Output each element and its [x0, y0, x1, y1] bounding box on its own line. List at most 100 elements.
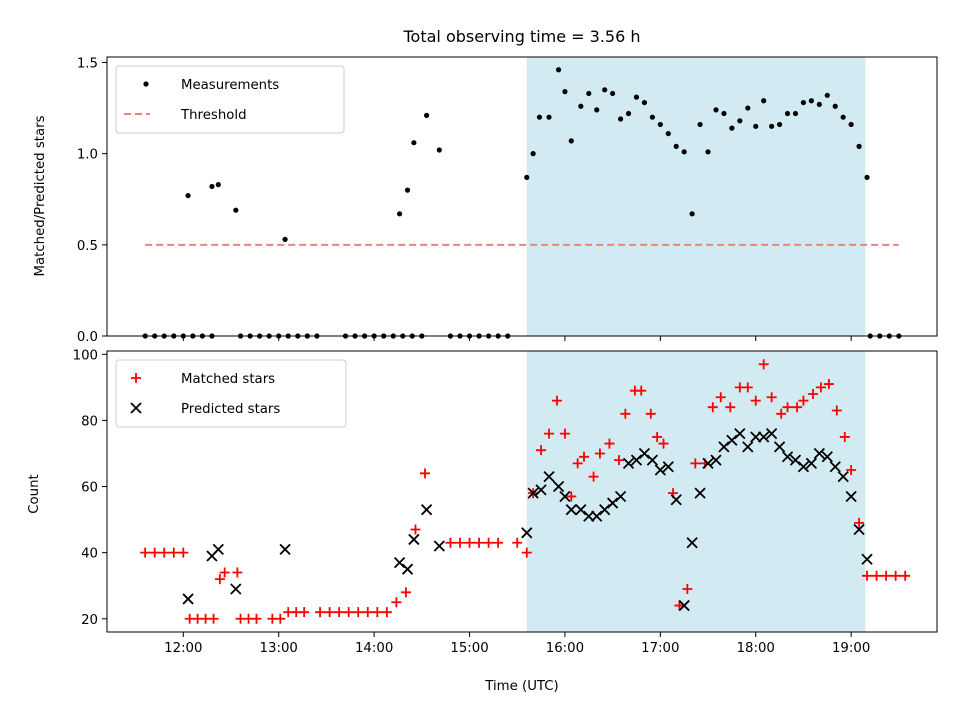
measurement-point	[665, 130, 671, 137]
measurement-point	[649, 114, 655, 120]
matched-star-point	[410, 524, 421, 535]
matched-star-point	[690, 458, 701, 469]
measurement-point	[705, 149, 711, 155]
predicted-star-point	[726, 434, 738, 446]
predicted-star-point	[734, 428, 746, 440]
measurement-point	[832, 103, 838, 109]
predicted-star-point	[654, 464, 666, 476]
matched-star-point	[715, 392, 726, 403]
matched-star-point	[544, 428, 555, 439]
matched-star-point	[454, 537, 465, 548]
predicted-star-point	[408, 533, 420, 546]
matched-star-point	[551, 395, 562, 406]
measurement-point	[404, 187, 411, 193]
matched-star-point	[572, 458, 583, 469]
measurement-point	[282, 236, 288, 242]
measurement-point	[824, 92, 830, 98]
plot-frame	[106, 350, 938, 633]
matched-star-point	[658, 438, 669, 449]
predicted-star-point	[527, 487, 539, 499]
predicted-star-point	[401, 563, 414, 575]
measurement-point	[769, 123, 775, 129]
y-tick-label: 40	[81, 547, 98, 562]
x-tick-label: 17:00	[641, 641, 679, 656]
matched-star-point	[474, 537, 485, 548]
y-tick-label: 80	[81, 414, 98, 429]
observing-span	[526, 351, 866, 632]
predicted-star-point	[552, 480, 565, 493]
measurement-point	[594, 107, 600, 113]
matched-star-point	[324, 607, 335, 618]
predicted-star-point	[694, 487, 706, 499]
x-tick-label: 19:00	[832, 641, 870, 656]
y-tick-label: 20	[81, 613, 98, 628]
measurement-point	[641, 99, 648, 106]
matched-star-point	[707, 402, 718, 413]
measurement-point	[856, 143, 862, 149]
measurement-point	[848, 121, 854, 128]
measurement-point	[215, 182, 221, 188]
matched-star-point	[588, 471, 599, 482]
predicted-star-point	[797, 461, 810, 473]
matched-star-point	[219, 567, 230, 578]
matched-star-point	[854, 517, 865, 528]
matched-star-point	[871, 570, 882, 581]
matched-star-point	[881, 570, 892, 581]
matched-star-point	[362, 607, 373, 618]
matched-star-point	[445, 537, 456, 548]
matched-star-point	[420, 468, 431, 479]
x-tick-label: 14:00	[355, 641, 393, 656]
measurement-point	[673, 143, 679, 149]
predicted-star-point	[773, 441, 786, 453]
measurement-point	[423, 112, 430, 118]
measurement-point	[530, 151, 536, 157]
matched-star-point	[208, 613, 219, 624]
predicted-star-point	[599, 504, 611, 516]
predicted-star-point	[575, 504, 587, 516]
predicted-star-point	[678, 599, 690, 612]
measurement-point	[568, 138, 574, 144]
y-tick-label: 100	[73, 348, 98, 363]
measurement-point	[546, 114, 552, 120]
matched-star-point	[594, 448, 605, 459]
matched-star-point	[742, 382, 753, 393]
measurement-point	[536, 114, 543, 120]
matched-star-point	[315, 607, 326, 618]
measurement-point	[745, 105, 751, 111]
matched-star-point	[604, 438, 615, 449]
measurement-point	[840, 114, 846, 120]
measurement-point	[784, 110, 791, 117]
predicted-star-point	[606, 497, 619, 509]
matched-star-point	[846, 465, 857, 476]
measurement-point	[602, 87, 608, 93]
matched-star-point	[140, 547, 151, 558]
predicted-star-point	[535, 484, 547, 496]
matched-star-point	[353, 607, 364, 618]
measurement-point	[761, 98, 767, 104]
measurement-point	[816, 101, 822, 108]
matched-star-point	[559, 428, 570, 439]
x-tick-label: 12:00	[164, 641, 202, 656]
matched-star-point	[512, 537, 523, 548]
predicted-star-point	[861, 553, 873, 565]
matched-star-point	[831, 405, 842, 416]
x-tick-label: 16:00	[546, 641, 584, 656]
predicted-star-point	[630, 454, 643, 466]
matched-star-point	[275, 613, 286, 624]
matched-star-point	[682, 584, 693, 595]
legend-box	[115, 359, 347, 428]
predicted-star-point	[686, 537, 698, 549]
matched-star-point	[782, 402, 793, 413]
predicted-star-point	[781, 451, 794, 463]
matched-star-point	[725, 402, 736, 413]
predicted-star-point	[662, 461, 674, 473]
matched-star-point	[566, 491, 577, 502]
y-tick-label: 0.5	[77, 239, 98, 254]
measurement-point	[689, 211, 695, 217]
measurement-point	[737, 118, 743, 124]
legend-predicted-swatch	[130, 402, 142, 414]
matched-star-point	[758, 359, 769, 370]
matched-star-point	[232, 567, 243, 578]
predicted-star-point	[742, 441, 754, 453]
predicted-star-point	[420, 504, 433, 516]
